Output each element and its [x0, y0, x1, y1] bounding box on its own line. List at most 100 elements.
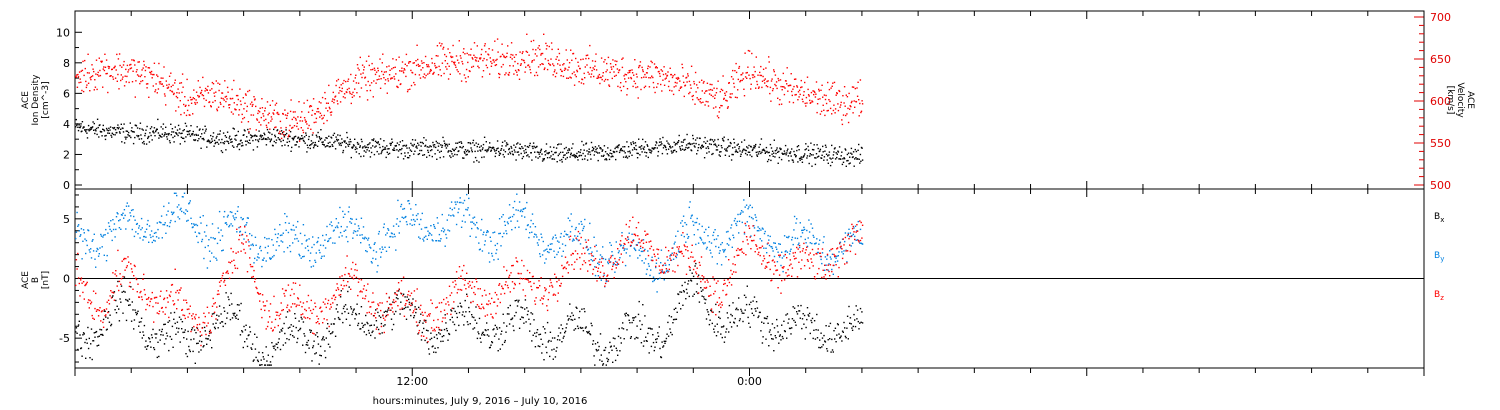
- b-point: [642, 239, 645, 241]
- density-point: [659, 138, 661, 140]
- b-point: [535, 335, 537, 338]
- b-point: [667, 335, 670, 337]
- density-point: [755, 143, 757, 146]
- b-point: [604, 349, 606, 351]
- density-point: [593, 154, 595, 156]
- b-point: [561, 341, 563, 343]
- b-point: [112, 219, 114, 221]
- velocity-point: [816, 103, 819, 105]
- velocity-point: [750, 88, 752, 90]
- b-point: [260, 249, 262, 252]
- velocity-point: [99, 69, 101, 72]
- b-point: [703, 296, 705, 298]
- b-point: [434, 227, 436, 229]
- velocity-point: [536, 74, 539, 77]
- b-point: [98, 335, 100, 337]
- b-point: [360, 242, 362, 244]
- b-point: [269, 361, 272, 363]
- b-point: [181, 210, 183, 213]
- velocity-point: [445, 55, 448, 58]
- velocity-point: [87, 82, 90, 84]
- velocity-point: [656, 86, 658, 88]
- b-point: [533, 236, 535, 238]
- b-point: [685, 223, 688, 226]
- b-axis-label-line: ACE: [21, 271, 31, 289]
- b-point: [227, 214, 229, 217]
- b-point: [747, 316, 749, 319]
- b-point: [212, 237, 214, 239]
- b-point: [655, 266, 657, 269]
- b-point: [788, 253, 791, 255]
- b-point: [612, 337, 615, 339]
- density-point: [614, 147, 616, 150]
- b-point: [227, 296, 229, 298]
- b-point: [226, 312, 229, 314]
- b-point: [301, 318, 303, 320]
- b-point: [443, 335, 445, 337]
- b-point: [322, 337, 324, 340]
- b-point: [299, 232, 302, 235]
- b-point: [188, 202, 191, 204]
- density-point: [850, 152, 852, 154]
- velocity-point: [813, 90, 815, 93]
- b-point: [362, 226, 365, 228]
- b-point: [551, 238, 554, 240]
- velocity-point: [398, 56, 400, 58]
- velocity-point: [821, 84, 823, 86]
- density-point: [716, 149, 719, 151]
- b-point: [121, 214, 123, 216]
- b-point: [326, 225, 328, 228]
- velocity-point: [541, 63, 543, 65]
- b-point: [203, 231, 206, 233]
- density-point: [356, 148, 358, 150]
- density-point: [791, 148, 793, 150]
- b-point: [191, 327, 194, 329]
- velocity-point: [800, 79, 802, 82]
- b-point: [383, 223, 385, 225]
- b-point: [765, 247, 767, 249]
- density-point: [594, 146, 597, 148]
- b-point: [486, 334, 489, 336]
- b-point: [776, 261, 779, 263]
- b-point: [814, 338, 817, 340]
- b-point: [410, 208, 412, 210]
- b-point: [576, 325, 579, 327]
- density-point: [452, 155, 454, 157]
- b-point: [170, 312, 172, 314]
- b-point: [171, 213, 174, 216]
- density-point: [688, 146, 690, 149]
- density-point: [813, 149, 815, 151]
- density-point: [678, 134, 680, 137]
- b-point: [335, 218, 337, 220]
- b-point: [160, 222, 162, 224]
- density-point: [660, 144, 662, 146]
- velocity-point: [768, 61, 770, 63]
- velocity-point: [566, 77, 568, 79]
- b-point: [174, 220, 176, 223]
- b-point: [676, 311, 678, 313]
- density-point: [261, 135, 264, 137]
- velocity-point: [405, 75, 407, 78]
- b-point: [758, 315, 760, 317]
- density-point: [667, 142, 669, 144]
- velocity-point: [431, 57, 433, 60]
- velocity-point: [211, 81, 214, 84]
- b-point: [393, 313, 395, 315]
- velocity-point: [615, 74, 617, 77]
- b-point: [792, 306, 794, 308]
- density-point: [821, 154, 823, 156]
- velocity-point: [523, 59, 525, 62]
- velocity-point: [703, 92, 706, 94]
- b-point: [415, 311, 417, 314]
- velocity-point: [815, 93, 817, 95]
- b-point: [221, 321, 224, 323]
- velocity-point: [78, 71, 81, 73]
- velocity-point: [815, 81, 818, 83]
- b-point: [114, 236, 116, 238]
- density-point: [842, 158, 844, 160]
- density-point: [173, 141, 175, 143]
- b-point: [734, 317, 736, 320]
- velocity-point: [270, 116, 273, 118]
- b-point: [785, 250, 787, 252]
- density-point: [454, 148, 457, 150]
